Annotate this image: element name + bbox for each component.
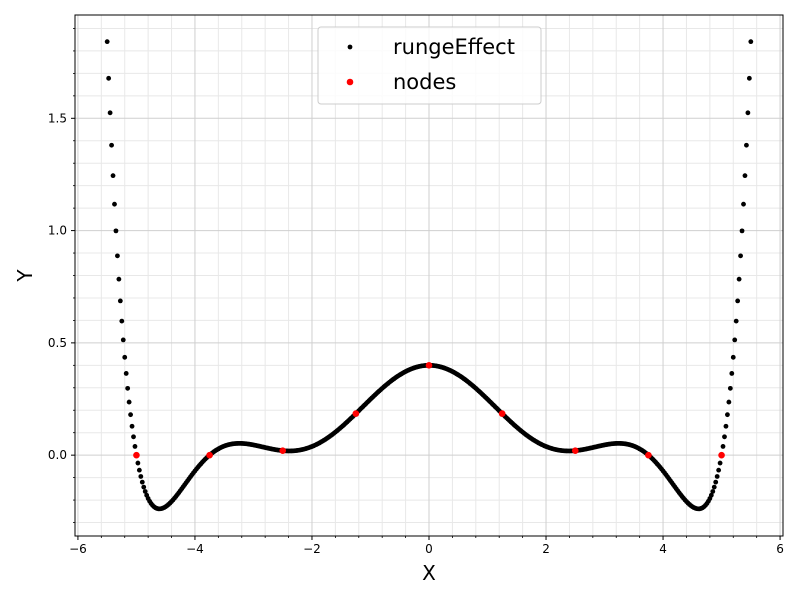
rungeEffect-point <box>125 385 131 391</box>
x-axis: −6 −4 −2 0 2 4 6 <box>69 536 784 556</box>
node-point <box>498 410 506 417</box>
rungeEffect-point <box>119 318 125 324</box>
rungeEffect-point <box>736 276 742 282</box>
rungeEffect-point <box>107 110 113 116</box>
rungeEffect-point <box>716 467 722 473</box>
node-point <box>571 447 579 454</box>
rungeEffect-point <box>748 39 754 45</box>
node-point <box>352 410 360 417</box>
rungeEffect-point <box>708 492 714 498</box>
rungeEffect-point <box>116 276 122 282</box>
legend-marker-rungeEffect <box>347 44 353 50</box>
legend-label-rungeEffect: rungeEffect <box>393 35 515 59</box>
rungeEffect-point <box>122 354 128 360</box>
legend-box <box>317 26 542 105</box>
rungeEffect-point <box>725 412 730 418</box>
rungeEffect-point <box>741 201 746 207</box>
rungeEffect-point <box>106 75 112 81</box>
rungeEffect-point <box>742 173 748 179</box>
y-tick-label: 0.0 <box>48 448 67 462</box>
rungeEffect-point <box>123 371 129 376</box>
rungeEffect-point <box>717 460 723 466</box>
rungeEffect-point <box>744 142 749 148</box>
legend: rungeEffect nodes <box>317 26 542 105</box>
rungeEffect-point <box>110 173 116 179</box>
y-axis-label: Y <box>13 269 37 283</box>
rungeEffect-point <box>112 201 117 207</box>
rungeEffect-point <box>739 228 745 234</box>
rungeEffect-point <box>729 371 735 376</box>
rungeEffect-point <box>128 412 133 418</box>
node-point <box>718 451 725 459</box>
rungeEffect-point <box>722 434 727 440</box>
y-axis: 0.0 0.5 1.0 1.5 <box>48 28 75 523</box>
rungeEffect-point <box>711 484 717 490</box>
major-gridlines <box>75 15 783 536</box>
y-tick-label: 1.5 <box>48 111 67 125</box>
rungeEffect-point <box>138 474 144 479</box>
rungeEffect-point <box>735 298 741 304</box>
rungeEffect-point <box>720 444 726 449</box>
rungeEffect-point <box>714 474 720 479</box>
rungeEffect-point <box>126 399 132 405</box>
x-tick-label: 6 <box>776 542 784 556</box>
rungeEffect-point <box>727 385 733 391</box>
rungeEffect-point <box>141 484 147 490</box>
rungeEffect-point <box>135 460 141 466</box>
legend-marker-nodes <box>346 78 354 86</box>
rungeEffect-point <box>730 354 736 360</box>
x-tick-label: −6 <box>69 542 87 556</box>
rungeEffect-point <box>732 337 738 343</box>
rungeEffect-point <box>713 479 719 485</box>
rungeEffect-point <box>115 253 120 259</box>
x-axis-label: X <box>422 561 436 585</box>
x-tick-label: 0 <box>425 542 433 556</box>
y-tick-label: 0.5 <box>48 336 67 350</box>
legend-label-nodes: nodes <box>393 70 456 94</box>
rungeEffect-point <box>738 253 743 259</box>
node-point <box>425 362 433 369</box>
series-layer <box>104 39 754 512</box>
rungeEffect-point <box>129 423 135 429</box>
rungeEffect-point <box>104 39 110 45</box>
x-tick-label: 4 <box>659 542 667 556</box>
rungeEffect-point <box>113 228 119 234</box>
node-point <box>645 451 652 459</box>
rungeEffect-point <box>745 110 751 116</box>
y-tick-label: 1.0 <box>48 224 67 238</box>
rungeEffect-point <box>746 75 752 81</box>
rungeEffect-point <box>136 467 142 473</box>
rungeEffect-point <box>120 337 126 343</box>
rungeEffect-point <box>109 142 114 148</box>
rungeEffect-point <box>131 434 136 440</box>
rungeEffect-point <box>142 489 148 494</box>
rungeEffect-point <box>117 298 123 304</box>
node-point <box>279 447 287 454</box>
x-tick-label: 2 <box>542 542 550 556</box>
rungeEffect-point <box>726 399 732 405</box>
rungeEffect-point <box>139 479 145 485</box>
rungeEffect-point <box>132 444 138 449</box>
rungeEffect-point <box>710 489 716 494</box>
x-tick-label: −2 <box>303 542 321 556</box>
rungeEffect-point <box>723 423 729 429</box>
x-tick-label: −4 <box>186 542 204 556</box>
node-point <box>206 451 213 459</box>
rungeEffect-point <box>733 318 739 324</box>
node-point <box>133 451 140 459</box>
